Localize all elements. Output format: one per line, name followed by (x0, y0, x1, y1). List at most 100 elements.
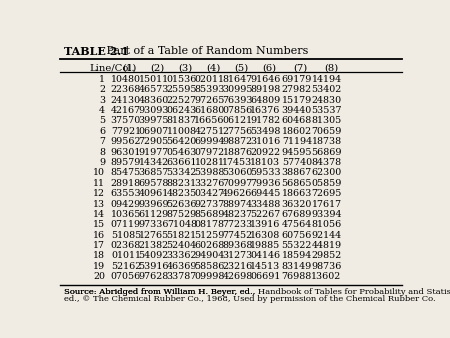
Text: 93394: 93394 (311, 210, 342, 219)
Text: 91977: 91977 (139, 148, 169, 156)
Text: 71048: 71048 (167, 220, 197, 229)
Text: (5): (5) (234, 64, 248, 73)
Text: 36857: 36857 (139, 168, 169, 177)
Text: 39975: 39975 (139, 117, 169, 125)
Text: 56865: 56865 (281, 179, 312, 188)
Text: 10480: 10480 (111, 75, 141, 84)
Text: 42167: 42167 (111, 106, 141, 115)
Text: 17617: 17617 (311, 199, 342, 209)
Text: 55322: 55322 (282, 241, 312, 250)
Text: 60756: 60756 (282, 231, 312, 240)
Text: 16376: 16376 (250, 106, 280, 115)
Text: 16656: 16656 (194, 117, 225, 125)
Text: 18876: 18876 (222, 148, 252, 156)
Text: Part of a Table of Random Numbers: Part of a Table of Random Numbers (96, 46, 309, 56)
Text: 51821: 51821 (166, 231, 197, 240)
Text: 42698: 42698 (222, 272, 252, 281)
Text: 81647: 81647 (222, 75, 252, 84)
Text: 24130: 24130 (111, 96, 141, 105)
Text: 61129: 61129 (139, 210, 169, 219)
Text: 53402: 53402 (311, 85, 342, 94)
Text: 28918: 28918 (111, 179, 141, 188)
Text: 46573: 46573 (139, 85, 169, 94)
Text: 07972: 07972 (194, 148, 225, 156)
Text: 33488: 33488 (250, 199, 280, 209)
Text: 94595: 94595 (281, 148, 312, 156)
Text: 98736: 98736 (311, 262, 342, 271)
Text: 14194: 14194 (311, 75, 342, 84)
Text: 4: 4 (99, 106, 105, 115)
Text: 31273: 31273 (222, 251, 252, 261)
Text: 15011: 15011 (139, 75, 169, 84)
Text: 91646: 91646 (250, 75, 280, 84)
Text: 69578: 69578 (139, 179, 169, 188)
Text: 96301: 96301 (111, 148, 141, 156)
Text: 19: 19 (93, 262, 105, 271)
Text: 15: 15 (93, 220, 105, 229)
Text: 53537: 53537 (311, 106, 342, 115)
Text: 18594: 18594 (282, 251, 312, 261)
Text: 18663: 18663 (282, 189, 312, 198)
Text: 13916: 13916 (250, 220, 280, 229)
Text: 59533: 59533 (250, 168, 280, 177)
Text: 2: 2 (99, 85, 105, 94)
Text: 88231: 88231 (166, 179, 197, 188)
Text: 56869: 56869 (311, 148, 342, 156)
Text: 48360: 48360 (139, 96, 169, 105)
Text: 38867: 38867 (282, 168, 312, 177)
Text: 53342: 53342 (166, 168, 197, 177)
Text: (8): (8) (324, 64, 338, 73)
Text: 85475: 85475 (111, 168, 141, 177)
Text: 61680: 61680 (194, 106, 225, 115)
Text: 79936: 79936 (250, 179, 280, 188)
Text: 10: 10 (93, 168, 105, 177)
Text: 89198: 89198 (250, 85, 280, 94)
Text: 81305: 81305 (311, 117, 342, 125)
Text: 52636: 52636 (166, 199, 197, 209)
Text: 89368: 89368 (222, 241, 252, 250)
Text: 29852: 29852 (311, 251, 342, 261)
Text: 76393: 76393 (222, 96, 252, 105)
Text: 97628: 97628 (139, 272, 169, 281)
Text: 27756: 27756 (222, 127, 252, 136)
Text: 98872: 98872 (222, 137, 252, 146)
Text: 14513: 14513 (250, 262, 280, 271)
Text: 62300: 62300 (311, 168, 342, 177)
Text: 15179: 15179 (282, 96, 312, 105)
Text: 56420: 56420 (166, 137, 197, 146)
Text: 40961: 40961 (139, 189, 169, 198)
Text: (4): (4) (206, 64, 220, 73)
Text: 54092: 54092 (139, 251, 169, 261)
Text: 17: 17 (93, 241, 105, 250)
Text: (7): (7) (293, 64, 307, 73)
Text: 24830: 24830 (311, 96, 342, 105)
Text: 16308: 16308 (250, 231, 280, 240)
Text: Line/Col.: Line/Col. (90, 64, 135, 73)
Text: 07119: 07119 (111, 220, 141, 229)
Text: 07056: 07056 (111, 272, 141, 281)
Text: 51259: 51259 (194, 231, 225, 240)
Text: 77452: 77452 (222, 231, 252, 240)
Text: Source: Abridged from William H. Beyer, ed., Handbook of Tables for Probability : Source: Abridged from William H. Beyer, … (64, 288, 450, 296)
Text: 12765: 12765 (139, 231, 169, 240)
Text: 8: 8 (99, 148, 105, 156)
Text: 22527: 22527 (166, 96, 197, 105)
Text: 52267: 52267 (250, 210, 280, 219)
Text: 92144: 92144 (311, 231, 342, 240)
Text: 23216: 23216 (222, 262, 252, 271)
Text: 5: 5 (99, 117, 105, 125)
Text: 92737: 92737 (194, 199, 225, 209)
Text: 06243: 06243 (166, 106, 197, 115)
Text: 04146: 04146 (250, 251, 280, 261)
Text: 16: 16 (93, 231, 105, 240)
Text: 20922: 20922 (250, 148, 280, 156)
Text: 88974: 88974 (222, 199, 252, 209)
Text: 72905: 72905 (139, 137, 169, 146)
Text: (3): (3) (178, 64, 193, 73)
Text: 53498: 53498 (250, 127, 280, 136)
Text: 53060: 53060 (222, 168, 252, 177)
Text: 19885: 19885 (250, 241, 280, 250)
Text: 18738: 18738 (311, 137, 342, 146)
Text: 51085: 51085 (111, 231, 141, 240)
Text: 31016: 31016 (250, 137, 280, 146)
